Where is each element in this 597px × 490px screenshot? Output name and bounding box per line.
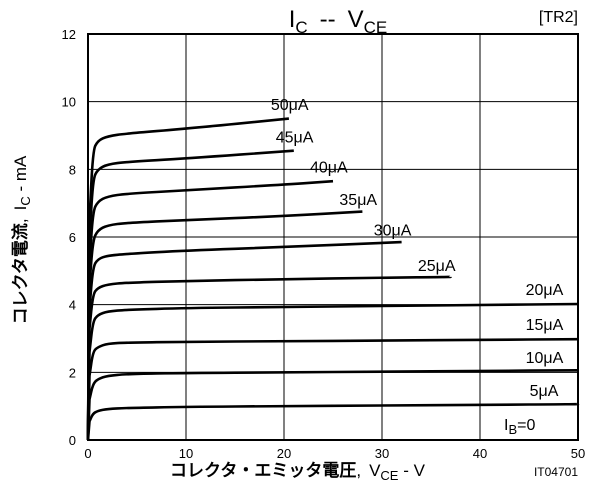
curve-label-25μA: 25μA xyxy=(418,258,456,275)
y-tick-label: 6 xyxy=(69,230,76,245)
x-tick-label: 30 xyxy=(375,446,389,461)
y-axis-label-unit: - mA xyxy=(11,155,30,196)
curve-label-50μA: 50μA xyxy=(271,97,309,114)
x-tick-label: 40 xyxy=(473,446,487,461)
x-axis-label-unit: - V xyxy=(398,461,425,480)
x-tick-labels: 0 10 20 30 40 50 xyxy=(84,446,585,461)
curve-labels: 5μA 10μA 15μA 20μA 25μA 30μA 35μA 40μA 45μA 50μA xyxy=(271,97,564,400)
y-tick-label: 4 xyxy=(69,298,76,313)
y-tick-label: 2 xyxy=(69,365,76,380)
y-axis-label: コレクタ電流, IC - mA xyxy=(10,155,33,324)
y-axis-label-sub: C xyxy=(18,196,33,205)
x-tick-label: 50 xyxy=(571,446,585,461)
plot-frame xyxy=(87,33,579,441)
ib-zero-sub: B xyxy=(508,422,517,437)
series-curves xyxy=(86,117,580,441)
y-tick-label: 0 xyxy=(69,433,76,448)
curve-label-20μA: 20μA xyxy=(526,282,564,299)
x-axis-label-jp: コレクタ・エミッタ電圧 xyxy=(170,461,356,480)
x-axis-label-v: V xyxy=(369,461,381,480)
title-i-sub: C xyxy=(295,18,307,37)
series-line-25μA xyxy=(86,275,452,441)
y-tick-label: 12 xyxy=(62,27,76,42)
x-tick-label: 0 xyxy=(84,446,91,461)
y-tick-label: 8 xyxy=(69,162,76,177)
series-line-50μA xyxy=(86,117,290,441)
curve-label-5μA: 5μA xyxy=(530,383,559,400)
series-line-35μA xyxy=(86,210,363,441)
figure-code: IT04701 xyxy=(534,465,578,479)
series-line-20μA xyxy=(86,302,579,441)
title-v: V xyxy=(348,6,364,33)
curve-label-45μA: 45μA xyxy=(276,129,314,146)
series-line-15μA xyxy=(86,337,580,441)
chart-title: IC -- VCE xyxy=(289,6,388,37)
y-tick-labels: 0 2 4 6 8 10 12 xyxy=(62,27,76,448)
x-axis-label: コレクタ・エミッタ電圧, VCE - V xyxy=(170,461,426,483)
curve-label-10μA: 10μA xyxy=(526,350,564,367)
series-line-30μA xyxy=(86,240,402,441)
series-line-5μA xyxy=(86,402,580,441)
chart-reference: [TR2] xyxy=(539,9,578,26)
title-i: I xyxy=(289,6,296,33)
title-sep: -- xyxy=(320,6,336,33)
curve-label-30μA: 30μA xyxy=(374,222,412,239)
ib-zero-label: IB=0 xyxy=(504,417,535,437)
y-tick-label: 10 xyxy=(62,95,76,110)
x-axis-label-sub: CE xyxy=(380,468,398,483)
series-line-40μA xyxy=(86,179,334,441)
y-axis-label-comma: , xyxy=(11,218,30,223)
curve-label-40μA: 40μA xyxy=(310,160,348,177)
grid xyxy=(88,34,578,440)
x-axis-label-comma: , xyxy=(356,461,361,480)
curve-label-35μA: 35μA xyxy=(339,192,377,209)
ib-zero-prefix: I xyxy=(504,417,508,434)
series-line-10μA xyxy=(86,368,580,441)
x-tick-label: 20 xyxy=(277,446,291,461)
title-v-sub: CE xyxy=(364,18,388,37)
curve-label-15μA: 15μA xyxy=(526,317,564,334)
x-tick-label: 10 xyxy=(179,446,193,461)
y-axis-label-jp: コレクタ電流 xyxy=(10,223,30,324)
y-axis-label-i: I xyxy=(11,206,30,211)
ib-zero-suffix: =0 xyxy=(517,417,535,434)
